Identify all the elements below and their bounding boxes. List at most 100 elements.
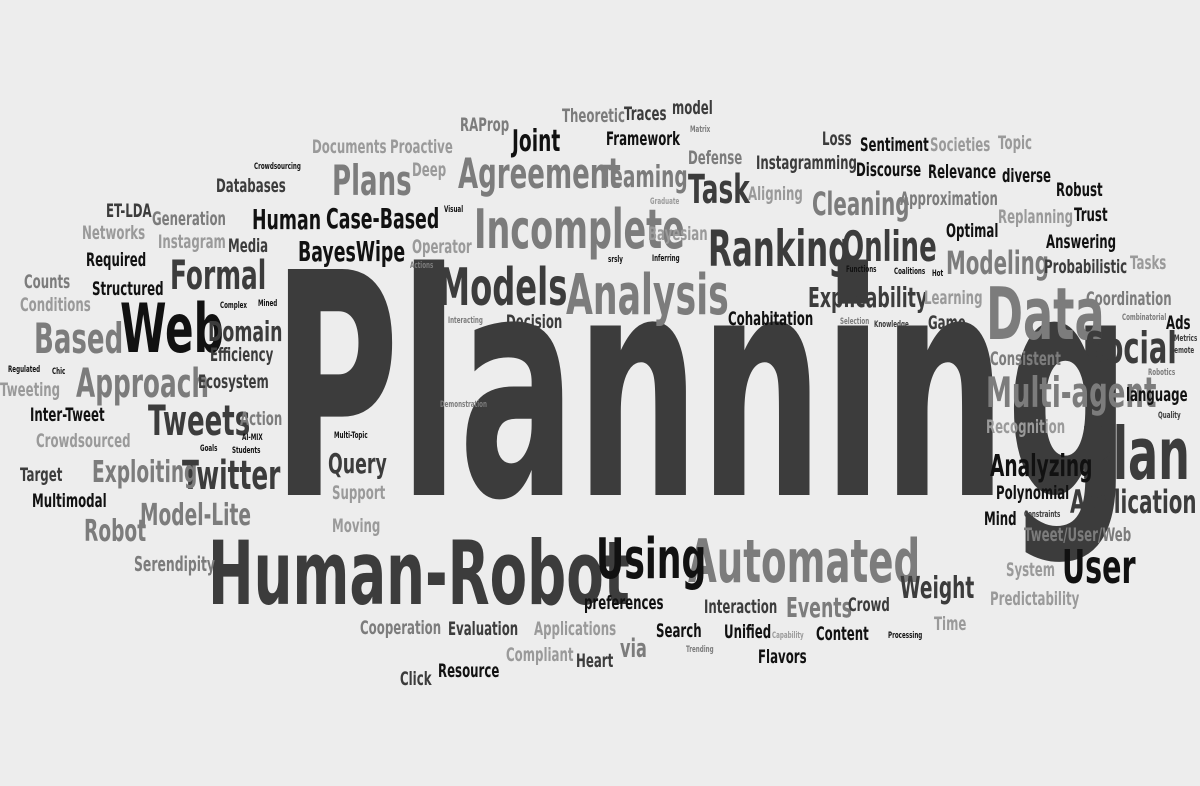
cloud-word-models: Models: [438, 258, 568, 318]
cloud-word-metrics: Metrics: [1174, 334, 1198, 344]
cloud-word-tweeting: Tweeting: [0, 379, 61, 401]
cloud-word-query: Query: [328, 447, 387, 480]
cloud-word-interaction: Interaction: [704, 596, 778, 618]
cloud-word-plans: Plans: [332, 156, 412, 205]
cloud-word-students: Students: [232, 446, 261, 456]
cloud-word-multi-agent: Multi-agent: [986, 368, 1157, 417]
cloud-word-defense: Defense: [688, 147, 743, 169]
cloud-word-mined: Mined: [258, 299, 278, 309]
cloud-word-media: Media: [228, 235, 269, 257]
cloud-word-heart: Heart: [576, 650, 614, 672]
cloud-word-conditions: Conditions: [20, 294, 91, 316]
cloud-word-coalitions: Coalitions: [894, 267, 926, 277]
cloud-word-actions: Actions: [410, 261, 434, 271]
cloud-word-cleaning: Cleaning: [812, 185, 910, 223]
cloud-word-ranking: Ranking: [708, 220, 851, 278]
cloud-word-trust: Trust: [1074, 204, 1108, 226]
cloud-word-visual: Visual: [444, 205, 464, 215]
cloud-word-framework: Framework: [606, 128, 680, 150]
cloud-word-answering: Answering: [1046, 231, 1117, 253]
cloud-word-twitter: Twitter: [182, 453, 281, 499]
cloud-word-capability: Capability: [772, 631, 804, 641]
cloud-word-demonstration: Demonstration: [440, 400, 487, 410]
cloud-word-robot: Robot: [84, 514, 147, 549]
cloud-word-human: Human: [252, 203, 322, 236]
cloud-word-using: Using: [596, 527, 707, 592]
cloud-word-multi-topic: Multi-Topic: [334, 431, 368, 441]
cloud-word-modeling: Modeling: [946, 244, 1049, 282]
cloud-word-hot: Hot: [932, 269, 944, 279]
cloud-word-polynomial: Polynomial: [996, 482, 1070, 504]
cloud-word-formal: Formal: [170, 253, 267, 299]
cloud-word-support: Support: [332, 482, 386, 504]
cloud-word-functions: Functions: [846, 265, 877, 275]
cloud-word-search: Search: [656, 620, 702, 642]
cloud-word-required: Required: [86, 249, 147, 271]
cloud-word-goals: Goals: [200, 444, 218, 454]
cloud-word-teaming: Teaming: [600, 160, 688, 195]
cloud-word-click: Click: [400, 668, 432, 690]
cloud-word-data: Data: [986, 272, 1105, 356]
cloud-word-instagram: Instagram: [158, 231, 226, 253]
cloud-word-language: language: [1126, 384, 1188, 406]
cloud-word-preferences: preferences: [584, 592, 664, 614]
cloud-word-user: User: [1062, 540, 1136, 594]
cloud-word-content: Content: [816, 623, 869, 645]
cloud-word-compliant: Compliant: [506, 644, 574, 666]
cloud-word-system: System: [1006, 559, 1056, 581]
cloud-word-bayesian: Bayesian: [648, 223, 708, 245]
cloud-word-cooperation: Cooperation: [360, 617, 442, 639]
cloud-word-via: via: [620, 634, 647, 664]
cloud-word-automated: Automated: [688, 527, 921, 597]
cloud-word-explicability: Explicability: [808, 281, 928, 314]
cloud-word-tweets: Tweets: [148, 396, 251, 445]
cloud-word-target: Target: [20, 464, 63, 486]
cloud-word-ads: Ads: [1166, 312, 1191, 334]
cloud-word-quality: Quality: [1158, 411, 1181, 421]
cloud-word-model-lite: Model-Lite: [140, 498, 252, 533]
cloud-word-optimal: Optimal: [946, 220, 999, 242]
cloud-word-chic: Chic: [52, 367, 66, 377]
cloud-word-topic: Topic: [998, 132, 1033, 154]
cloud-word-events: Events: [786, 591, 852, 624]
cloud-word-multimodal: Multimodal: [32, 490, 107, 512]
cloud-word-crowdsourced: Crowdsourced: [36, 430, 131, 452]
cloud-word-graduate: Graduate: [650, 197, 680, 207]
cloud-word-action: Action: [240, 408, 283, 430]
cloud-word-approach: Approach: [76, 361, 210, 407]
cloud-word-agreement: Agreement: [458, 149, 621, 198]
cloud-word-crowd: Crowd: [848, 594, 890, 616]
cloud-word-processing: Processing: [888, 631, 923, 641]
cloud-word-joint: Joint: [512, 124, 561, 159]
cloud-word-plan: Plan: [1080, 412, 1190, 496]
cloud-word-complex: Complex: [220, 301, 248, 311]
cloud-word-counts: Counts: [24, 271, 71, 293]
cloud-word-tweet-user-web: Tweet/User/Web: [1024, 524, 1132, 546]
cloud-word-relevance: Relevance: [928, 161, 997, 183]
cloud-word-consistent: Consistent: [990, 348, 1061, 370]
cloud-word-online: Online: [842, 222, 937, 271]
cloud-word-ecosystem: Ecosystem: [198, 371, 269, 393]
cloud-word-inferring: Inferring: [652, 254, 680, 264]
cloud-word-planning: Planning: [272, 208, 1131, 569]
cloud-word-generation: Generation: [152, 208, 226, 230]
cloud-word-deep: Deep: [412, 159, 447, 181]
cloud-word-matrix: Matrix: [690, 125, 711, 135]
cloud-word-robust: Robust: [1056, 179, 1103, 201]
cloud-word-analyzing: Analyzing: [990, 449, 1093, 484]
cloud-word-probabilistic: Probabilistic: [1044, 256, 1128, 278]
cloud-word-knowledge: Knowledge: [874, 320, 909, 330]
cloud-word-aligning: Aligning: [748, 183, 803, 205]
cloud-word-proactive: Proactive: [390, 136, 453, 158]
cloud-word-documents: Documents: [312, 136, 387, 158]
cloud-word-applications: Applications: [534, 618, 617, 640]
cloud-word-case-based: Case-Based: [326, 202, 440, 235]
cloud-word-et-lda: ET-LDA: [106, 200, 152, 222]
cloud-word-web: Web: [120, 290, 224, 369]
cloud-word-regulated: Regulated: [8, 365, 41, 375]
cloud-word-model: model: [672, 97, 713, 119]
cloud-word-exploiting: Exploiting: [92, 455, 198, 490]
cloud-word-unified: Unified: [724, 621, 772, 643]
cloud-word-srsly: srsly: [608, 255, 623, 265]
